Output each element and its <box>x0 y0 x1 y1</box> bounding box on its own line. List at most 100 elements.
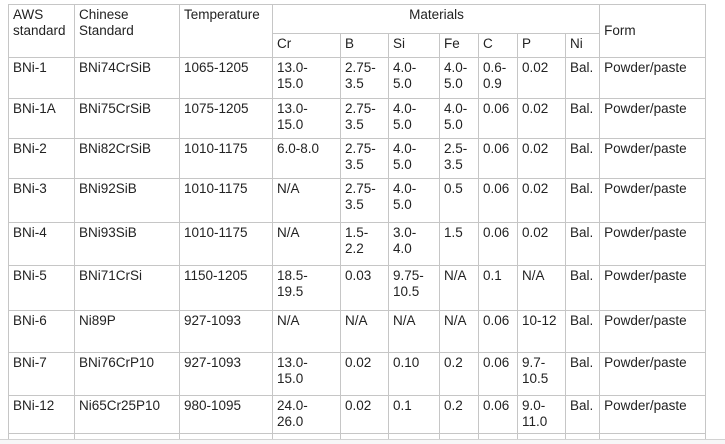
cell-chinese: BNi82CrSiB <box>74 138 180 179</box>
cell-c: 0.06 <box>478 352 518 396</box>
table-row: BNi-6 Ni89P 927-1093 N/A N/A N/A N/A 0.0… <box>8 310 707 353</box>
cell-form: Powder/paste <box>599 395 707 434</box>
cell-aws: BNi-7 <box>8 352 75 396</box>
cell-ni: Bal. <box>564 352 601 396</box>
cell-fe: 0.5 <box>439 178 479 223</box>
cell-aws: BNi-1 <box>8 57 75 99</box>
cell-cr: 24.0- 26.0 <box>272 395 341 434</box>
cell-b: N/A <box>340 310 389 353</box>
cell-b: 2.75- 3.5 <box>340 138 389 179</box>
header-si: Si <box>388 33 440 58</box>
cell-fe: 0.2 <box>439 395 479 434</box>
cell-b: 0.02 <box>340 395 389 434</box>
table-row: BNi-2 BNi82CrSiB 1010-1175 6.0-8.0 2.75-… <box>8 138 707 179</box>
cell-b: 2.75- 3.5 <box>340 57 389 99</box>
cell-ni: Bal. <box>564 57 601 99</box>
cell-ni: Bal. <box>564 310 601 353</box>
cell-form: Powder/paste <box>599 352 707 396</box>
cell-chinese: Ni65Cr25P10 <box>74 395 180 434</box>
cell-si: 4.0- 5.0 <box>388 98 440 139</box>
cell-b: 1.5- 2.2 <box>340 222 389 266</box>
cell-chinese: BNi76CrP10 <box>74 352 180 396</box>
header-aws-standard: AWS standard <box>8 4 75 58</box>
header-materials: Materials <box>271 4 601 34</box>
cell-form: Powder/paste <box>599 265 707 311</box>
cell-form: Powder/paste <box>599 138 707 179</box>
cell-p: N/A <box>517 265 566 311</box>
cell-form: Powder/paste <box>599 98 707 139</box>
cell-chinese: BNi74CrSiB <box>74 57 180 99</box>
cell-form: Powder/paste <box>599 178 707 223</box>
cell-temperature: 1010-1175 <box>179 138 273 179</box>
cell-b: 0.02 <box>340 352 389 396</box>
cell-cr: 18.5- 19.5 <box>272 265 341 311</box>
cell-aws: BNi-12 <box>8 395 75 434</box>
cell-chinese: Ni89P <box>74 310 180 353</box>
table-row-partial <box>8 433 707 439</box>
table-row: BNi-1A BNi75CrSiB 1075-1205 13.0- 15.0 2… <box>8 98 707 139</box>
page-bottom-divider <box>0 439 725 444</box>
table-container: AWS standard Chinese Standard Temperatur… <box>8 4 707 439</box>
cell-cr: N/A <box>272 222 341 266</box>
cell-fe: 0.2 <box>439 352 479 396</box>
cell-aws: BNi-3 <box>8 178 75 223</box>
cell-si: 0.10 <box>388 352 440 396</box>
cell-temperature: 980-1095 <box>179 395 273 434</box>
cell-c: 0.06 <box>478 222 518 266</box>
header-c: C <box>478 33 518 58</box>
cell-temperature: 927-1093 <box>179 352 273 396</box>
cell-fe: N/A <box>439 265 479 311</box>
table-row: BNi-3 BNi92SiB 1010-1175 N/A 2.75- 3.5 4… <box>8 178 707 223</box>
cell-ni: Bal. <box>564 138 601 179</box>
header-ni: Ni <box>564 33 601 58</box>
table-row: BNi-7 BNi76CrP10 927-1093 13.0- 15.0 0.0… <box>8 352 707 396</box>
cell-p: 0.02 <box>517 57 566 99</box>
header-p: P <box>517 33 566 58</box>
cell-chinese: BNi71CrSi <box>74 265 180 311</box>
cell-p: 0.02 <box>517 138 566 179</box>
cell-chinese: BNi75CrSiB <box>74 98 180 139</box>
header-temperature: Temperature <box>179 4 273 58</box>
cell-si: 4.0- 5.0 <box>388 178 440 223</box>
cell-temperature: 1150-1205 <box>179 265 273 311</box>
cell-p: 9.0- 11.0 <box>517 395 566 434</box>
cell-fe: 4.0- 5.0 <box>439 57 479 99</box>
header-b: B <box>340 33 389 58</box>
cell-b: 2.75- 3.5 <box>340 98 389 139</box>
cell-cr: 13.0- 15.0 <box>272 352 341 396</box>
cell-ni: Bal. <box>564 98 601 139</box>
table-row: BNi-12 Ni65Cr25P10 980-1095 24.0- 26.0 0… <box>8 395 707 434</box>
table-row: BNi-5 BNi71CrSi 1150-1205 18.5- 19.5 0.0… <box>8 265 707 311</box>
cell-c: 0.06 <box>478 178 518 223</box>
header-row-main: AWS standard Chinese Standard Temperatur… <box>8 4 707 58</box>
cell-si: 3.0- 4.0 <box>388 222 440 266</box>
cell-c: 0.1 <box>478 265 518 311</box>
cell-temperature: 1010-1175 <box>179 178 273 223</box>
cell-c: 0.06 <box>478 395 518 434</box>
cell-fe: 1.5 <box>439 222 479 266</box>
cell-cr: N/A <box>272 310 341 353</box>
cell-chinese: BNi93SiB <box>74 222 180 266</box>
cell-ni: Bal. <box>564 178 601 223</box>
cell-ni: Bal. <box>564 395 601 434</box>
header-form: Form <box>599 4 707 58</box>
cell-temperature: 1065-1205 <box>179 57 273 99</box>
cell-ni: Bal. <box>564 265 601 311</box>
header-chinese-standard: Chinese Standard <box>74 4 180 58</box>
cell-cr: 6.0-8.0 <box>272 138 341 179</box>
cell-aws: BNi-6 <box>8 310 75 353</box>
cell-b: 0.03 <box>340 265 389 311</box>
table-row: BNi-4 BNi93SiB 1010-1175 N/A 1.5- 2.2 3.… <box>8 222 707 266</box>
cell-temperature: 1010-1175 <box>179 222 273 266</box>
cell-temperature: 1075-1205 <box>179 98 273 139</box>
cell-p: 9.7- 10.5 <box>517 352 566 396</box>
cell-form: Powder/paste <box>599 222 707 266</box>
header-cr: Cr <box>272 33 341 58</box>
cell-aws: BNi-4 <box>8 222 75 266</box>
cell-cr: 13.0- 15.0 <box>272 57 341 99</box>
cell-fe: N/A <box>439 310 479 353</box>
cell-fe: 4.0- 5.0 <box>439 98 479 139</box>
cell-aws: BNi-1A <box>8 98 75 139</box>
cell-chinese: BNi92SiB <box>74 178 180 223</box>
cell-p: 0.02 <box>517 98 566 139</box>
